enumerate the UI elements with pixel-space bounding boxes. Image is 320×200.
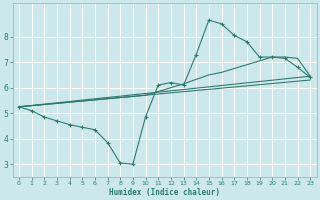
X-axis label: Humidex (Indice chaleur): Humidex (Indice chaleur) bbox=[109, 188, 220, 197]
